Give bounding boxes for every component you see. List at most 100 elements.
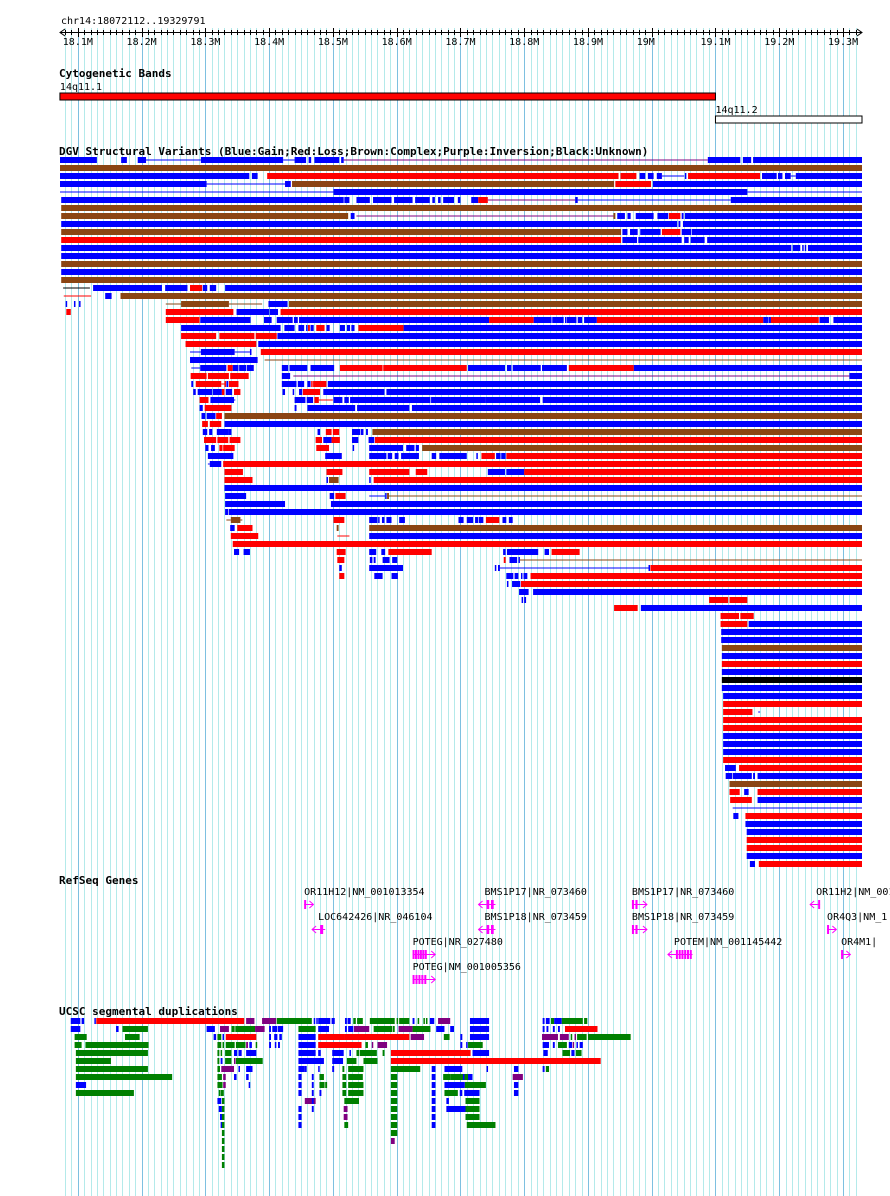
dgv-feature-gain[interactable] xyxy=(639,173,646,179)
dgv-feature-loss[interactable] xyxy=(333,517,345,523)
segdup-feature-blue[interactable] xyxy=(431,1114,436,1120)
dgv-row[interactable] xyxy=(224,469,862,475)
dgv-feature-gain[interactable] xyxy=(730,197,862,203)
dgv-feature-gain[interactable] xyxy=(521,597,524,603)
dgv-feature-complex[interactable] xyxy=(422,445,862,451)
segdup-feature-blue[interactable] xyxy=(218,1106,222,1112)
segdup-feature-green[interactable] xyxy=(74,1042,82,1048)
dgv-feature-gain[interactable] xyxy=(575,197,578,203)
dgv-feature-gain[interactable] xyxy=(542,365,567,371)
dgv-feature-loss[interactable] xyxy=(229,437,241,443)
dgv-feature-gain[interactable] xyxy=(310,365,335,371)
segdup-feature-green[interactable] xyxy=(217,1050,220,1056)
segdup-feature-blue[interactable] xyxy=(298,1106,302,1112)
dgv-feature-gain[interactable] xyxy=(268,301,288,307)
dgv-feature-gain[interactable] xyxy=(339,565,342,571)
dgv-feature-gain[interactable] xyxy=(690,237,705,243)
segdup-feature-blue[interactable] xyxy=(269,1026,272,1032)
dgv-feature-loss[interactable] xyxy=(204,405,232,411)
dgv-feature-loss[interactable] xyxy=(190,285,203,291)
dgv-feature-gain[interactable] xyxy=(243,549,250,555)
segdup-feature-green[interactable] xyxy=(390,1122,398,1128)
segdup-row[interactable] xyxy=(75,1082,519,1088)
dgv-feature-gain[interactable] xyxy=(293,317,298,323)
dgv-row[interactable] xyxy=(723,741,862,747)
dgv-feature-loss[interactable] xyxy=(228,381,239,387)
segdup-feature-green[interactable] xyxy=(220,1090,224,1096)
dgv-feature-gain[interactable] xyxy=(330,501,862,507)
segdup-feature-green[interactable] xyxy=(369,1018,395,1024)
segdup-feature-green[interactable] xyxy=(575,1050,582,1056)
dgv-feature-loss[interactable] xyxy=(204,437,217,443)
dgv-feature-gain[interactable] xyxy=(394,197,413,203)
dgv-row[interactable] xyxy=(193,389,862,395)
segdup-feature-purple[interactable] xyxy=(223,1074,226,1080)
segdup-feature-green[interactable] xyxy=(577,1034,587,1040)
dgv-feature-gain[interactable] xyxy=(804,245,807,251)
dgv-feature-loss[interactable] xyxy=(255,333,277,339)
segdup-feature-green[interactable] xyxy=(390,1074,398,1080)
dgv-feature-complex[interactable] xyxy=(288,301,862,307)
dgv-row[interactable] xyxy=(224,485,862,491)
segdup-feature-blue[interactable] xyxy=(319,1090,322,1096)
segdup-feature-green[interactable] xyxy=(550,1018,555,1024)
dgv-row[interactable] xyxy=(721,661,862,667)
segdup-feature-green[interactable] xyxy=(450,1074,470,1080)
segdup-feature-green[interactable] xyxy=(357,1018,363,1024)
segdup-feature-blue[interactable] xyxy=(298,1074,302,1080)
dgv-feature-gain[interactable] xyxy=(202,429,208,435)
dgv-row[interactable] xyxy=(720,621,862,627)
dgv-feature-gain[interactable] xyxy=(381,549,386,555)
segdup-feature-green[interactable] xyxy=(319,1074,324,1080)
dgv-feature-gain[interactable] xyxy=(224,485,862,491)
dgv-feature-loss[interactable] xyxy=(280,309,862,315)
dgv-feature-gain[interactable] xyxy=(306,397,314,403)
segdup-feature-green[interactable] xyxy=(221,1146,225,1152)
segdup-feature-blue[interactable] xyxy=(460,1042,463,1048)
segdup-feature-green[interactable] xyxy=(221,1098,225,1104)
dgv-feature-gain[interactable] xyxy=(468,365,506,371)
dgv-feature-gain[interactable] xyxy=(294,405,297,411)
segdup-feature-green[interactable] xyxy=(348,1090,364,1096)
segdup-feature-green[interactable] xyxy=(221,1122,225,1128)
dgv-row[interactable] xyxy=(165,317,862,323)
dgv-feature-gain[interactable] xyxy=(224,421,862,427)
dgv-feature-gain[interactable] xyxy=(165,285,188,291)
segdup-feature-blue[interactable] xyxy=(269,1042,272,1048)
dgv-feature-gain[interactable] xyxy=(518,557,520,563)
dgv-feature-gain[interactable] xyxy=(285,181,291,187)
segdup-feature-blue[interactable] xyxy=(318,1026,330,1032)
segdup-feature-green[interactable] xyxy=(217,1082,223,1088)
dgv-feature-gain[interactable] xyxy=(325,453,342,459)
dgv-row[interactable] xyxy=(199,397,862,403)
dgv-row[interactable] xyxy=(729,781,862,787)
dgv-feature-gain[interactable] xyxy=(401,453,419,459)
dgv-row[interactable] xyxy=(746,829,862,835)
segdup-feature-blue[interactable] xyxy=(466,1042,468,1048)
segdup-feature-green[interactable] xyxy=(235,1058,263,1064)
dgv-feature-gain[interactable] xyxy=(356,197,370,203)
dgv-row[interactable] xyxy=(61,237,862,243)
segdup-feature-blue[interactable] xyxy=(431,1082,436,1088)
dgv-feature-loss[interactable] xyxy=(723,725,862,731)
dgv-row[interactable] xyxy=(337,557,862,563)
dgv-feature-gain[interactable] xyxy=(225,389,233,395)
dgv-feature-gain[interactable] xyxy=(282,389,286,395)
dgv-feature-gain[interactable] xyxy=(246,365,254,371)
dgv-feature-gain[interactable] xyxy=(346,325,351,331)
dgv-feature-gain[interactable] xyxy=(211,445,215,451)
dgv-feature-gain[interactable] xyxy=(584,317,597,323)
dgv-feature-loss[interactable] xyxy=(478,197,488,203)
segdup-feature-green[interactable] xyxy=(392,1026,395,1032)
dgv-feature-gain[interactable] xyxy=(357,405,410,411)
segdup-row[interactable] xyxy=(221,1138,395,1144)
dgv-feature-gain[interactable] xyxy=(269,309,279,315)
segdup-feature-blue[interactable] xyxy=(332,1066,335,1072)
dgv-row[interactable] xyxy=(207,453,862,459)
dgv-feature-gain[interactable] xyxy=(381,517,385,523)
dgv-feature-complex[interactable] xyxy=(729,781,862,787)
dgv-feature-loss[interactable] xyxy=(374,437,862,443)
dgv-row[interactable] xyxy=(745,821,862,827)
segdup-feature-green[interactable] xyxy=(365,1042,368,1048)
segdup-feature-purple[interactable] xyxy=(512,1074,523,1080)
